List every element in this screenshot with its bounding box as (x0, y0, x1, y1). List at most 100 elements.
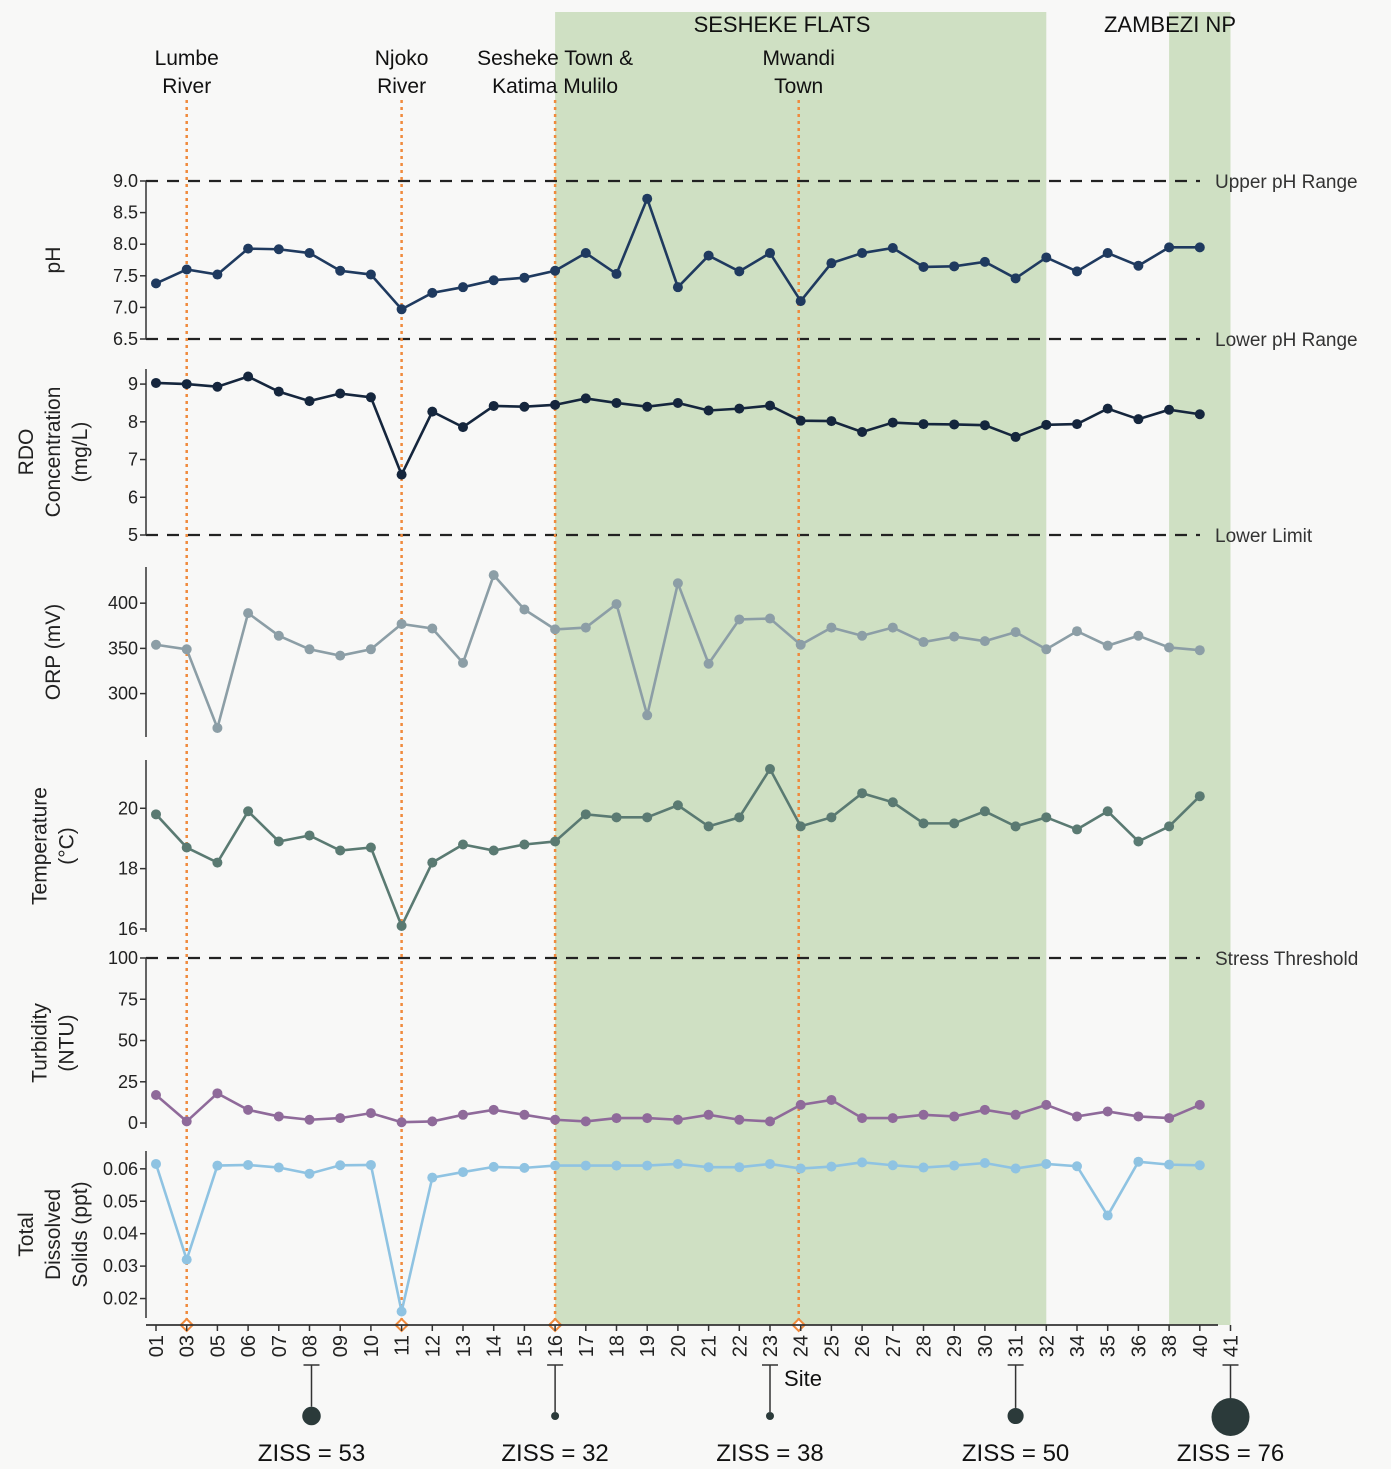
rdo-data-point (151, 377, 161, 388)
turb-data-point (427, 1116, 438, 1127)
rdo-data-point (1072, 419, 1082, 430)
location-label-line2: Katima Mulilo (492, 75, 618, 98)
ph-data-point (427, 287, 438, 298)
ph-data-point (1194, 242, 1205, 253)
tds-data-point (826, 1161, 837, 1172)
orp-data-point (734, 614, 745, 625)
x-tick-label: 21 (699, 1335, 721, 1357)
orp-data-point (918, 637, 929, 648)
tds-data-point (1164, 1159, 1175, 1170)
turb-data-point (611, 1113, 622, 1124)
rdo-y-label: RDO (15, 429, 38, 476)
ph-data-point (642, 193, 653, 204)
x-tick-label: 36 (1128, 1335, 1150, 1357)
tds-data-point (273, 1162, 284, 1173)
tds-data-point (1072, 1161, 1082, 1172)
ph-data-point (580, 248, 591, 259)
orp-data-point (550, 624, 561, 635)
rdo-data-point (427, 406, 438, 417)
tds-data-point (458, 1167, 468, 1178)
tds-data-point (887, 1160, 898, 1171)
tds-data-point (550, 1160, 561, 1171)
rdo-data-point (949, 419, 960, 430)
turb-data-point (703, 1109, 714, 1120)
orp-data-point (949, 631, 960, 642)
ziss-label: ZISS = 50 (962, 1440, 1069, 1467)
temp-data-point (212, 857, 223, 868)
location-label-line2: River (162, 75, 211, 98)
ph-data-point (519, 272, 530, 283)
ph-data-point (949, 261, 960, 272)
orp-data-point (887, 622, 898, 633)
temp-data-point (795, 821, 806, 832)
orp-data-point (427, 623, 438, 634)
ph-data-point (335, 265, 346, 276)
rdo-tick-label: 8 (128, 412, 138, 432)
turb-y-label: (NTU) (56, 1014, 79, 1071)
rdo-data-point (1133, 414, 1144, 425)
turb-data-point (273, 1111, 284, 1122)
temp-data-point (458, 839, 468, 850)
temp-data-point (703, 821, 714, 832)
temp-tick-label: 20 (118, 798, 138, 818)
region-band (1169, 12, 1231, 1325)
temp-data-point (396, 920, 407, 931)
turb-data-point (151, 1089, 161, 1100)
orp-data-point (273, 630, 284, 641)
orp-data-point (1041, 644, 1052, 655)
rdo-tick-label: 7 (128, 450, 138, 470)
tds-data-point (1102, 1210, 1113, 1221)
ph-tick-label: 8.5 (113, 203, 138, 223)
rdo-data-point (580, 393, 591, 404)
threshold-line-layer (146, 179, 1200, 960)
x-tick-label: 05 (207, 1335, 229, 1357)
turb-y-label: Turbidity (29, 1003, 52, 1083)
temp-tick-label: 16 (118, 919, 138, 939)
turb-tick-label: 0 (128, 1113, 138, 1133)
temp-data-point (151, 809, 161, 820)
rdo-data-point (488, 400, 499, 411)
x-tick-label: 18 (607, 1335, 629, 1357)
tds-tick-label: 0.06 (103, 1159, 138, 1179)
turb-tick-label: 50 (118, 1031, 138, 1051)
tds-data-point (396, 1306, 407, 1317)
temp-data-point (427, 857, 438, 868)
tds-data-point (1041, 1158, 1052, 1169)
tds-data-point (243, 1159, 254, 1170)
turb-data-point (1164, 1113, 1175, 1124)
temp-y-label: (°C) (56, 827, 79, 865)
tds-data-point (642, 1160, 653, 1171)
turb-data-point (1194, 1099, 1205, 1110)
rdo-data-point (365, 392, 376, 403)
region-label: ZAMBEZI NP (1104, 12, 1236, 37)
ph-data-point (734, 266, 745, 277)
temp-data-point (949, 818, 960, 829)
x-tick-label: 14 (484, 1335, 506, 1357)
x-tick-label: 31 (1006, 1335, 1028, 1357)
tds-data-point (703, 1162, 714, 1173)
turb-data-point (488, 1104, 499, 1115)
rdo-data-point (1010, 431, 1021, 442)
orp-data-point (488, 570, 499, 581)
orp-data-point (1164, 642, 1175, 653)
temp-data-point (335, 845, 346, 856)
ph-data-point (857, 248, 868, 259)
rdo-data-point (765, 400, 775, 411)
rdo-data-point (1194, 409, 1205, 420)
orp-data-point (642, 710, 653, 721)
turb-data-point (181, 1116, 192, 1127)
orp-data-point (365, 644, 376, 655)
temp-data-point (1164, 821, 1175, 832)
ph-tick-label: 9.0 (113, 171, 138, 191)
rdo-data-point (672, 397, 683, 408)
temp-data-point (243, 806, 254, 817)
rdo-data-point (181, 379, 192, 390)
rdo-data-point (1164, 404, 1175, 415)
temp-data-point (1072, 824, 1082, 835)
x-tick-label: 16 (545, 1335, 567, 1357)
temp-data-point (488, 845, 499, 856)
region-band (555, 12, 1047, 1325)
ph-data-point (765, 248, 775, 259)
orp-data-point (1010, 627, 1021, 638)
